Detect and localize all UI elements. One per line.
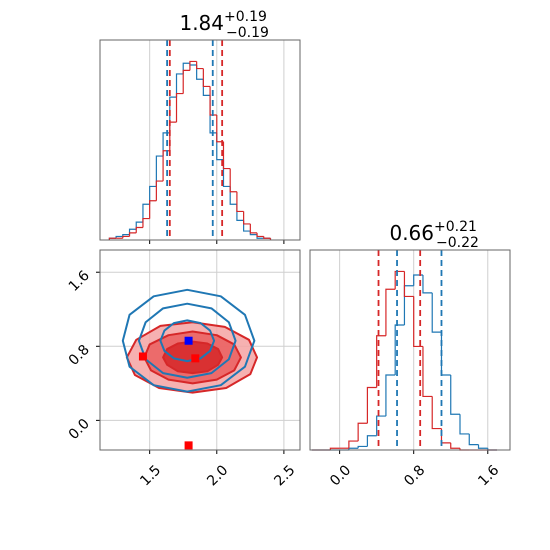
- histogram-step: [169, 96, 177, 133]
- panel-title: 0.66+0.21: [389, 219, 476, 245]
- title-lower: −0.19: [226, 25, 269, 41]
- histogram-step: [209, 86, 217, 116]
- x-tick-label: 2.0: [204, 462, 231, 489]
- histogram-step: [229, 186, 237, 205]
- histogram-step: [216, 115, 224, 143]
- x-tick-label: 2.5: [271, 462, 298, 489]
- contour: [159, 319, 216, 363]
- x-tick-label: 1.6: [475, 462, 502, 489]
- panel-title: 1.84+0.19: [179, 9, 266, 35]
- y-tick-label: 0.8: [66, 342, 93, 369]
- histogram-step: [236, 204, 244, 221]
- histogram-step: [263, 236, 271, 239]
- histogram-step: [175, 73, 184, 98]
- histogram-step: [440, 332, 451, 376]
- x-tick-label: 0.8: [401, 462, 428, 489]
- histogram-step: [128, 232, 137, 237]
- histogram-step: [413, 274, 423, 286]
- histogram-step: [182, 62, 190, 74]
- histogram-step: [182, 69, 190, 94]
- marker: [191, 354, 200, 363]
- histogram-step: [243, 211, 251, 225]
- histogram-step: [243, 220, 251, 232]
- histogram-step: [468, 433, 479, 446]
- histogram-step: [196, 61, 204, 70]
- histogram-step: [256, 232, 264, 238]
- histogram-step: [189, 60, 197, 71]
- histogram-step: [366, 435, 377, 447]
- histogram-step: [142, 203, 150, 223]
- histogram-step: [431, 396, 442, 430]
- marker: [184, 441, 193, 450]
- title-upper: +0.19: [224, 9, 267, 25]
- histogram-step: [196, 65, 204, 80]
- title-lower: −0.22: [436, 235, 479, 251]
- histogram-step: [122, 235, 130, 239]
- histogram-step: [222, 141, 231, 170]
- contour: [137, 302, 237, 379]
- histogram-step: [236, 191, 244, 213]
- x-tick-label: 1.5: [137, 462, 164, 489]
- histogram-step: [142, 217, 150, 228]
- histogram-step: [459, 414, 470, 435]
- histogram-step: [135, 226, 143, 233]
- histogram-step: [450, 442, 460, 449]
- histogram-step: [329, 447, 340, 450]
- histogram-step: [357, 445, 368, 449]
- histogram-step: [229, 168, 237, 193]
- histogram-step: [440, 428, 451, 444]
- histogram-step: [376, 335, 386, 388]
- histogram-step: [366, 386, 377, 424]
- histogram-step: [249, 223, 258, 234]
- histogram-step: [202, 79, 211, 96]
- histogram-step: [431, 292, 442, 333]
- marker: [138, 352, 147, 361]
- histogram-step: [222, 159, 231, 188]
- histogram-step: [450, 375, 460, 415]
- histogram-step: [394, 324, 405, 375]
- histogram-step: [175, 92, 184, 123]
- contour: [121, 288, 256, 393]
- histogram-step: [169, 121, 177, 151]
- histogram-step: [394, 270, 405, 290]
- histogram-step: [357, 422, 368, 442]
- histogram-step: [155, 155, 164, 187]
- x-tick-label: 0.0: [327, 462, 354, 489]
- histogram-step: [108, 237, 117, 240]
- histogram-step: [403, 271, 414, 298]
- panel-frame: [99, 39, 301, 241]
- histogram-step: [403, 285, 414, 325]
- histogram-step: [376, 415, 386, 436]
- histogram-step: [385, 288, 396, 336]
- histogram-step: [413, 296, 423, 348]
- histogram-step: [149, 185, 157, 205]
- title-upper: +0.21: [434, 219, 477, 235]
- histogram-step: [149, 200, 157, 219]
- histogram-step: [202, 68, 211, 88]
- panel-frame: [309, 249, 511, 451]
- histogram-step: [128, 228, 137, 235]
- title-value: 0.66: [389, 221, 434, 245]
- histogram-step: [348, 440, 359, 449]
- marker: [184, 336, 193, 345]
- y-tick-label: 0.0: [66, 416, 93, 443]
- title-value: 1.84: [179, 11, 224, 35]
- histogram-step: [477, 444, 488, 449]
- histogram-step: [155, 180, 164, 201]
- histogram-step: [422, 275, 433, 294]
- panel-frame: [99, 249, 301, 451]
- histogram-step: [385, 374, 396, 417]
- histogram-step: [422, 346, 433, 398]
- y-tick-label: 1.6: [66, 268, 93, 295]
- histogram-step: [135, 221, 143, 230]
- histogram-step: [189, 63, 197, 66]
